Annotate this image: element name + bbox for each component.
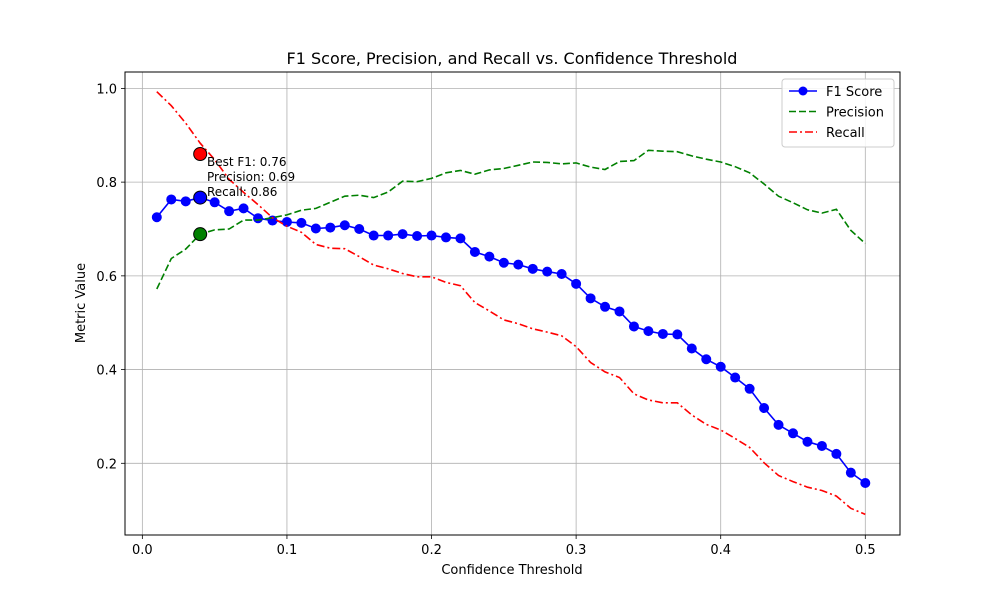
f1-score-point [440,232,451,243]
f1-score-point [571,278,582,289]
f1-score-point [788,428,799,439]
f1-score-point [209,197,220,208]
f1-score-point [614,306,625,317]
best-f1-annotation: Best F1: 0.76 Precision: 0.69 Recall: 0.… [207,155,295,199]
best-f1-score-marker [193,190,208,205]
f1-score-point [802,436,813,447]
chart-title: F1 Score, Precision, and Recall vs. Conf… [287,49,738,68]
f1-score-point [556,268,567,279]
f1-score-point [368,230,379,241]
f1-score-point [339,220,350,231]
y-tick-label: 0.6 [96,270,117,285]
f1-score-point [600,301,611,312]
f1-score-point [715,361,726,372]
y-axis-label: Metric Value [74,263,89,343]
f1-score-point [542,266,553,277]
grid [125,72,900,535]
f1-score-point [845,467,856,478]
recall-line [156,91,866,516]
y-tick-label: 0.8 [96,176,117,191]
f1-score-point [759,403,770,414]
x-axis-label: Confidence Threshold [441,563,582,578]
annotation-best-f1: Best F1: 0.76 [207,155,287,169]
plot-frame [124,71,901,536]
x-tick-label: 0.2 [421,543,442,558]
f1-score-point [527,263,538,274]
legend-marker-f1-score [798,86,808,96]
legend-label-precision: Precision [826,106,884,121]
f1-score-point [628,321,639,332]
f1-score-point [354,223,365,234]
x-tick-label: 0.4 [710,543,731,558]
y-tick-label: 1.0 [96,82,117,97]
legend: F1 Score Precision Recall [781,78,895,148]
best-precision-marker [193,227,208,242]
f1-score-point [383,230,394,241]
f1-score-point [296,217,307,228]
f1-score-point [469,246,480,257]
f1-score-point [816,440,827,451]
f1-score-point [744,383,755,394]
x-tick-label: 0.3 [566,543,587,558]
legend-label-recall: Recall [826,126,865,141]
y-tick-label: 0.2 [96,457,117,472]
f1-score-point [585,293,596,304]
f1-score-point [484,251,495,262]
f1-score-point [860,477,871,488]
f1-score-point [412,231,423,242]
f1-score-point [281,216,292,227]
f1-score-point [180,196,191,207]
f1-score-point [151,212,162,223]
f1-score-point [310,223,321,234]
f1-score-point [672,329,683,340]
f1-score-point [426,230,437,241]
x-tick-label: 0.0 [132,543,153,558]
f1-score-point [224,206,235,217]
f1-score-point [657,328,668,339]
f1-score-point [238,203,249,214]
f1-score-point [397,229,408,240]
f1-score-point [730,372,741,383]
axes: 0.0 0.1 0.2 0.3 0.4 0.5 0.2 0.4 0.6 0.8 1.0 [96,82,875,558]
x-tick-label: 0.1 [277,543,298,558]
legend-label-f1-score: F1 Score [826,85,882,100]
precision-line [156,149,866,290]
f1-score-point [773,419,784,430]
f1-score-point [701,354,712,365]
y-tick-label: 0.4 [96,364,117,379]
annotation-precision: Precision: 0.69 [207,170,295,184]
legend-box [781,78,895,148]
f1-score-point [643,326,654,337]
f1-score-point [166,194,177,205]
annotation-recall: Recall: 0.86 [207,185,277,199]
f1-score-point [498,257,509,268]
highlight-layer [193,147,208,242]
f1-score-point [831,448,842,459]
f1-score-point [325,222,336,233]
f1-score-point [253,213,264,224]
best-recall-marker [193,147,208,162]
series-layer [151,91,871,516]
f1-score-point [513,259,524,270]
f1-score-point [686,343,697,354]
f1-score-point [455,233,466,244]
x-tick-label: 0.5 [855,543,876,558]
